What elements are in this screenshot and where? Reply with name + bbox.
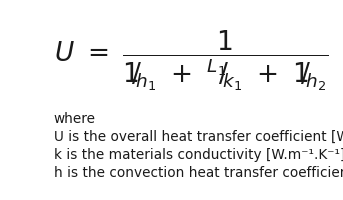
- Text: where: where: [54, 112, 95, 126]
- Text: h is the convection heat transfer coefficient [W.m⁻²K]: h is the convection heat transfer coeffi…: [54, 166, 343, 180]
- Text: k is the materials conductivity [W.m⁻¹.K⁻¹]: k is the materials conductivity [W.m⁻¹.K…: [54, 148, 343, 162]
- Text: U is the overall heat transfer coefficient [W.m⁻²K]: U is the overall heat transfer coefficie…: [54, 130, 343, 144]
- Text: $\mathit{U}\ =\ \dfrac{1}{\mathit{1}\!\!/\!_{h_{\mathit{1}}}\ +\ ^{L_{\mathit{1}: $\mathit{U}\ =\ \dfrac{1}{\mathit{1}\!\!…: [54, 29, 329, 93]
